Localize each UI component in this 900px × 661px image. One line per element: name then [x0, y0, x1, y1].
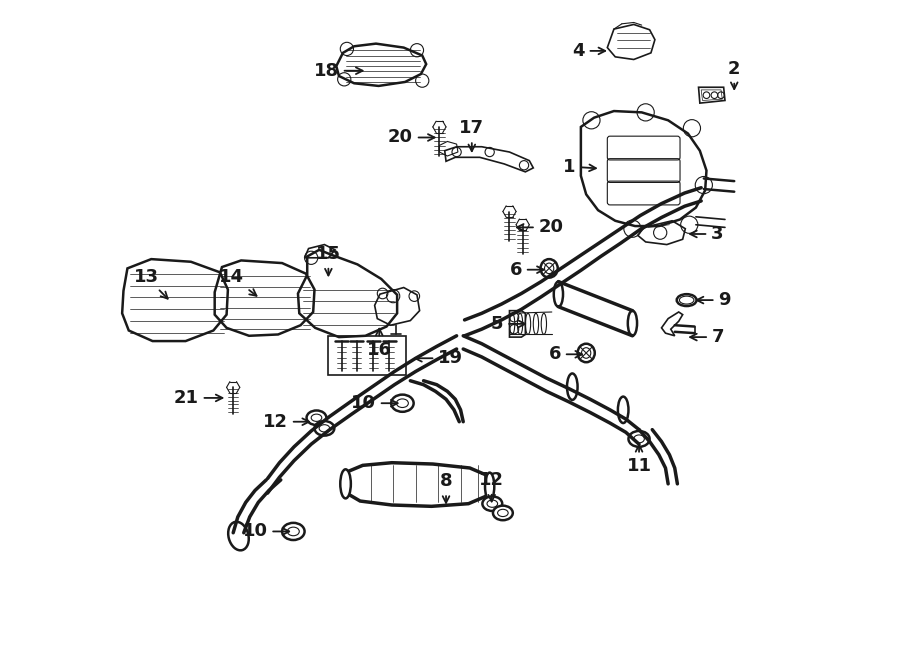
Text: 8: 8 — [440, 473, 453, 503]
Text: 12: 12 — [479, 471, 504, 502]
Ellipse shape — [493, 506, 513, 520]
Text: 10: 10 — [243, 522, 289, 541]
Text: 9: 9 — [697, 291, 731, 309]
Text: 17: 17 — [459, 120, 484, 151]
Text: 21: 21 — [174, 389, 222, 407]
Ellipse shape — [482, 496, 502, 511]
Text: 2: 2 — [728, 60, 741, 89]
Text: 5: 5 — [491, 315, 526, 333]
Text: 4: 4 — [572, 42, 605, 60]
Text: 6: 6 — [509, 260, 544, 279]
Ellipse shape — [567, 373, 578, 400]
Ellipse shape — [282, 523, 304, 540]
Text: 13: 13 — [133, 268, 167, 299]
Ellipse shape — [541, 259, 558, 278]
Ellipse shape — [485, 473, 494, 500]
Text: 20: 20 — [388, 128, 435, 147]
Text: 10: 10 — [351, 394, 398, 412]
Ellipse shape — [340, 469, 351, 498]
Text: 11: 11 — [626, 445, 652, 475]
Ellipse shape — [392, 395, 414, 412]
Ellipse shape — [618, 397, 628, 423]
Text: 18: 18 — [314, 61, 363, 80]
Ellipse shape — [307, 410, 327, 425]
Text: 7: 7 — [690, 328, 725, 346]
Ellipse shape — [229, 522, 248, 551]
Text: 12: 12 — [263, 412, 309, 431]
Ellipse shape — [628, 311, 637, 336]
Bar — [328, 336, 407, 375]
Ellipse shape — [554, 282, 563, 307]
Text: 16: 16 — [367, 329, 392, 359]
Text: 14: 14 — [220, 268, 256, 296]
Text: 20: 20 — [517, 218, 563, 237]
Ellipse shape — [578, 344, 595, 362]
Text: 15: 15 — [316, 245, 341, 276]
Ellipse shape — [628, 431, 650, 447]
Text: 6: 6 — [548, 345, 582, 364]
Ellipse shape — [677, 294, 697, 306]
Text: 19: 19 — [415, 349, 464, 368]
Ellipse shape — [314, 421, 334, 436]
Text: 1: 1 — [563, 157, 596, 176]
Text: 3: 3 — [690, 225, 724, 243]
